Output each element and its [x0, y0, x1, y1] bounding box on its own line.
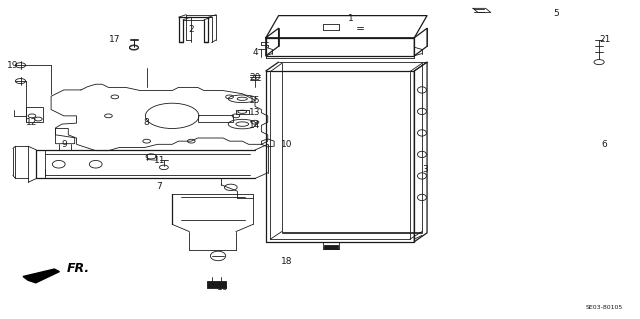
Text: 10: 10	[281, 140, 292, 149]
Text: 17: 17	[109, 35, 120, 44]
Text: 15: 15	[249, 96, 260, 105]
Text: 13: 13	[249, 108, 260, 117]
Text: 11: 11	[154, 156, 165, 165]
Bar	[324, 245, 338, 249]
Bar	[26, 107, 44, 122]
Text: 20: 20	[250, 73, 260, 82]
Text: 12: 12	[26, 118, 38, 127]
Text: 21: 21	[600, 35, 611, 44]
Text: SE03-80105: SE03-80105	[586, 305, 623, 310]
Text: 16: 16	[218, 283, 229, 292]
Bar	[207, 281, 226, 287]
Text: 9: 9	[61, 140, 67, 149]
Text: 8: 8	[144, 118, 150, 127]
Text: 19: 19	[7, 61, 19, 70]
Polygon shape	[23, 269, 60, 283]
Bar	[198, 115, 233, 122]
Text: 4: 4	[252, 48, 258, 57]
Text: 6: 6	[602, 140, 607, 149]
Text: 14: 14	[250, 121, 260, 130]
Text: 1: 1	[348, 14, 353, 23]
Text: 3: 3	[422, 165, 428, 174]
Text: 2: 2	[188, 25, 194, 34]
Text: FR.: FR.	[67, 262, 90, 275]
Text: 7: 7	[157, 182, 163, 191]
Text: 18: 18	[281, 257, 292, 266]
Text: 5: 5	[553, 9, 559, 18]
